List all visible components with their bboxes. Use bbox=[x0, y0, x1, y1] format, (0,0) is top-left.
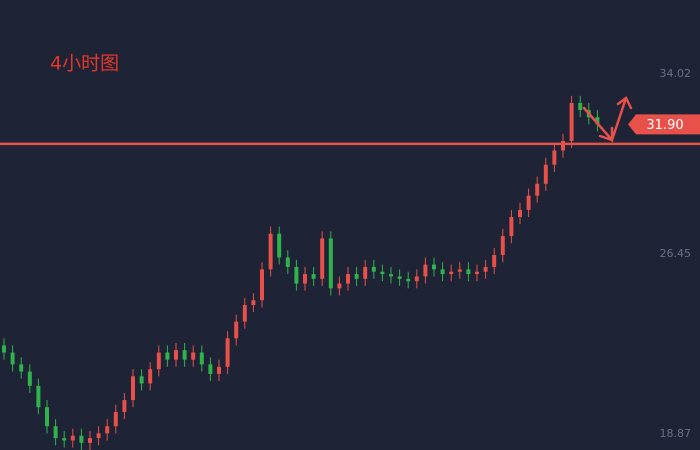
candle-body bbox=[371, 266, 376, 272]
candle-body bbox=[406, 278, 411, 282]
candle-body bbox=[337, 283, 342, 289]
candle-body bbox=[62, 438, 67, 441]
candle-body bbox=[595, 117, 600, 125]
y-tick-label: 34.02 bbox=[660, 67, 692, 80]
candle-body bbox=[191, 352, 196, 360]
candle-body bbox=[389, 274, 393, 277]
candle-body bbox=[36, 385, 41, 408]
candle-body bbox=[225, 338, 230, 367]
candle-body bbox=[217, 366, 221, 374]
arrow-head bbox=[598, 126, 614, 142]
candle-body bbox=[526, 195, 531, 210]
candle-body bbox=[432, 264, 436, 270]
candle-body bbox=[208, 364, 213, 374]
candle-body bbox=[578, 102, 583, 111]
candle-body bbox=[569, 102, 574, 141]
candle-body bbox=[174, 350, 178, 360]
candle-body bbox=[96, 433, 101, 439]
arrow-head bbox=[616, 96, 633, 110]
candle-body bbox=[53, 426, 58, 439]
candle-body bbox=[234, 321, 239, 339]
candle-body bbox=[88, 438, 92, 443]
candle-body bbox=[346, 274, 350, 284]
candle-body bbox=[535, 183, 540, 196]
candle-body bbox=[131, 376, 135, 401]
candle-body bbox=[10, 352, 15, 365]
candle-body bbox=[457, 269, 462, 272]
candle-body bbox=[45, 407, 49, 427]
candle-body bbox=[105, 426, 110, 434]
chart-title: 4小时图 bbox=[50, 53, 119, 75]
candle-body bbox=[79, 435, 84, 443]
candle-body bbox=[320, 238, 325, 279]
price-tag-label: 31.90 bbox=[646, 118, 683, 133]
candle-body bbox=[139, 376, 144, 384]
candle-body bbox=[303, 274, 307, 284]
candle-body bbox=[113, 411, 118, 427]
candle-body bbox=[552, 150, 557, 165]
candle-body bbox=[492, 255, 497, 267]
candle-body bbox=[70, 435, 75, 441]
y-tick-label: 26.45 bbox=[660, 247, 692, 260]
candle-body bbox=[182, 350, 187, 360]
candle-body bbox=[242, 304, 247, 322]
candle-body bbox=[268, 233, 273, 270]
candle-body bbox=[380, 271, 385, 275]
candle-body bbox=[354, 274, 359, 279]
candle-body bbox=[397, 276, 402, 279]
plot: 34.02 26.45 18.87 31.90 bbox=[0, 67, 700, 450]
candle-body bbox=[500, 236, 505, 256]
candle-body bbox=[122, 400, 127, 412]
candle-body bbox=[449, 271, 454, 275]
candle-body bbox=[277, 233, 282, 258]
candle-body bbox=[311, 274, 316, 279]
candle-body bbox=[466, 269, 471, 275]
candle-body bbox=[285, 257, 290, 267]
candle-body bbox=[423, 264, 428, 277]
candle-body bbox=[475, 271, 479, 275]
candle-body bbox=[27, 371, 32, 386]
candle-body bbox=[363, 266, 368, 279]
candle-body bbox=[148, 369, 153, 384]
candle-body bbox=[509, 217, 514, 237]
candle-body bbox=[294, 266, 299, 284]
candle-body bbox=[165, 352, 170, 360]
candle-body bbox=[328, 238, 333, 289]
y-tick-label: 18.87 bbox=[660, 427, 692, 440]
candle-body bbox=[543, 164, 548, 184]
candle-body bbox=[19, 364, 24, 372]
price-tag bbox=[628, 114, 700, 135]
annotation-arrows bbox=[582, 96, 633, 143]
candle-body bbox=[251, 300, 256, 305]
candle-body bbox=[199, 352, 204, 365]
candle-body bbox=[414, 276, 419, 282]
candle-body bbox=[260, 269, 264, 301]
candle-body bbox=[518, 209, 522, 218]
candle-body bbox=[440, 269, 445, 275]
candle-body bbox=[561, 140, 565, 151]
candle-body bbox=[483, 266, 488, 272]
candle-body bbox=[156, 352, 161, 370]
candle-body bbox=[2, 345, 6, 353]
